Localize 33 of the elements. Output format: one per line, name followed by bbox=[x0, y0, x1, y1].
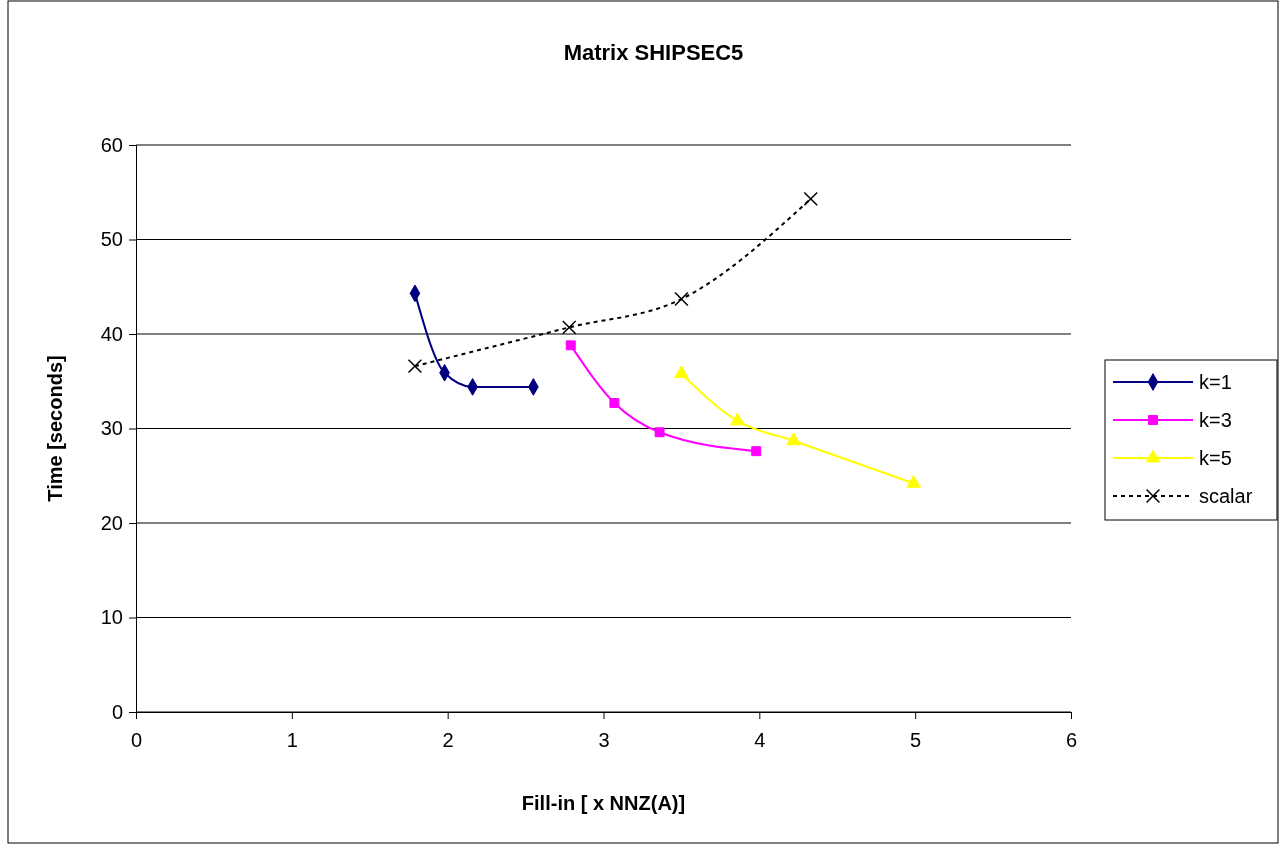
y-tick-label: 20 bbox=[100, 511, 123, 534]
y-tick-label: 0 bbox=[111, 700, 123, 723]
point bbox=[562, 320, 577, 335]
x-tick-label: 0 bbox=[130, 729, 143, 752]
point bbox=[609, 398, 620, 408]
y-axis-title: Time [seconds] bbox=[44, 355, 66, 502]
x-tick-label: 3 bbox=[598, 729, 610, 752]
legend-label: k=5 bbox=[1199, 447, 1232, 469]
point bbox=[906, 474, 921, 488]
point bbox=[407, 358, 423, 374]
point bbox=[730, 412, 745, 426]
legend-label: scalar bbox=[1199, 485, 1253, 507]
legend-label: k=3 bbox=[1199, 409, 1232, 431]
point bbox=[803, 191, 818, 207]
point bbox=[751, 446, 762, 457]
x-tick-label: 5 bbox=[910, 729, 922, 752]
chart-title: Matrix SHIPSEC5 bbox=[563, 40, 744, 65]
point bbox=[654, 427, 665, 438]
x-tick-label: 6 bbox=[1065, 729, 1078, 752]
y-tick-label: 40 bbox=[100, 322, 123, 345]
point bbox=[565, 340, 576, 351]
x-tick-label: 1 bbox=[286, 729, 298, 752]
point bbox=[786, 432, 801, 446]
y-tick-label: 50 bbox=[100, 228, 123, 251]
y-tick-label: 30 bbox=[100, 417, 123, 440]
x-tick-label: 4 bbox=[754, 729, 766, 752]
x-tick-label: 2 bbox=[442, 729, 454, 752]
point bbox=[674, 365, 689, 379]
y-tick-label: 60 bbox=[100, 133, 123, 156]
x-axis-title: Fill-in [ x NNZ(A)] bbox=[521, 792, 686, 814]
point bbox=[674, 291, 689, 307]
legend-label: k=1 bbox=[1199, 371, 1232, 393]
y-tick-label: 10 bbox=[100, 606, 123, 629]
